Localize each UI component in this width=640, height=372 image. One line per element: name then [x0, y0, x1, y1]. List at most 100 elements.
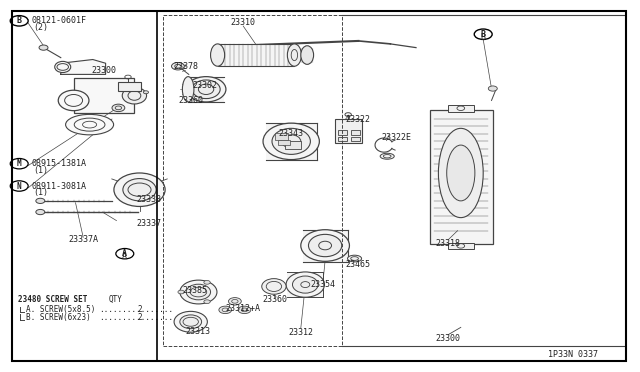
- Text: 23338: 23338: [136, 195, 161, 203]
- Ellipse shape: [263, 123, 319, 160]
- Circle shape: [204, 280, 210, 284]
- Text: 23337: 23337: [136, 219, 161, 228]
- Circle shape: [228, 298, 241, 305]
- Circle shape: [204, 300, 210, 304]
- Circle shape: [36, 209, 45, 215]
- Circle shape: [172, 62, 184, 70]
- Text: 23360: 23360: [262, 295, 288, 304]
- Text: B: B: [481, 33, 486, 42]
- Text: 23312: 23312: [288, 328, 314, 337]
- Bar: [285, 141, 301, 149]
- Text: 23322: 23322: [346, 115, 371, 124]
- Ellipse shape: [308, 234, 342, 257]
- Ellipse shape: [174, 311, 207, 332]
- Bar: [118, 82, 141, 91]
- Text: 23354: 23354: [310, 280, 336, 289]
- Bar: [448, 105, 474, 112]
- Text: (1): (1): [33, 188, 48, 197]
- Ellipse shape: [55, 61, 70, 73]
- Text: 23313: 23313: [186, 327, 211, 336]
- Text: ................: ................: [99, 313, 173, 322]
- Bar: [287, 272, 323, 297]
- Text: (2): (2): [33, 23, 48, 32]
- Circle shape: [36, 198, 45, 203]
- Text: 23385: 23385: [182, 286, 208, 295]
- Bar: [338, 130, 347, 135]
- Bar: [157, 11, 626, 361]
- Polygon shape: [61, 60, 106, 74]
- Ellipse shape: [58, 90, 89, 111]
- Bar: [335, 119, 362, 143]
- Text: 23312+A: 23312+A: [226, 304, 260, 313]
- Ellipse shape: [180, 280, 217, 304]
- Bar: [351, 137, 360, 141]
- Text: 23310: 23310: [230, 18, 256, 27]
- Text: M: M: [17, 159, 22, 168]
- Ellipse shape: [192, 80, 220, 99]
- Text: A. SCREW(5x8.5): A. SCREW(5x8.5): [26, 305, 95, 314]
- Circle shape: [143, 91, 148, 94]
- Text: 08915-1381A: 08915-1381A: [32, 159, 87, 168]
- Circle shape: [39, 45, 48, 50]
- Bar: [338, 137, 347, 141]
- Text: 23378: 23378: [173, 62, 198, 71]
- Ellipse shape: [301, 46, 314, 64]
- Ellipse shape: [287, 44, 301, 66]
- Text: 23343: 23343: [278, 129, 304, 138]
- Circle shape: [178, 290, 184, 294]
- Text: A: A: [122, 249, 127, 258]
- Text: 08911-3081A: 08911-3081A: [32, 182, 87, 190]
- Text: 23360: 23360: [179, 96, 204, 105]
- Text: B. SCREW(6x23): B. SCREW(6x23): [26, 313, 90, 322]
- Text: 23337A: 23337A: [68, 235, 98, 244]
- Ellipse shape: [380, 153, 394, 159]
- Text: 2: 2: [138, 313, 142, 322]
- Ellipse shape: [272, 128, 310, 154]
- Text: 23318: 23318: [435, 239, 461, 248]
- Text: QTY: QTY: [109, 295, 123, 304]
- Bar: [351, 130, 360, 135]
- Circle shape: [238, 306, 251, 314]
- Ellipse shape: [180, 315, 202, 329]
- Text: B: B: [481, 30, 486, 39]
- Ellipse shape: [186, 77, 226, 102]
- Text: 2: 2: [138, 305, 142, 314]
- Bar: [266, 123, 317, 160]
- Text: 1P33N 0337: 1P33N 0337: [548, 350, 598, 359]
- Ellipse shape: [292, 276, 318, 293]
- Bar: [188, 77, 224, 102]
- Circle shape: [219, 306, 232, 314]
- Text: ................: ................: [99, 305, 173, 314]
- Bar: [278, 140, 290, 145]
- Ellipse shape: [447, 145, 475, 201]
- Text: 23300: 23300: [92, 66, 117, 75]
- Ellipse shape: [301, 230, 349, 262]
- Text: 23465: 23465: [346, 260, 371, 269]
- Bar: [275, 133, 288, 140]
- Ellipse shape: [262, 279, 286, 294]
- Text: 23322E: 23322E: [382, 133, 412, 142]
- Ellipse shape: [186, 284, 211, 300]
- Ellipse shape: [211, 44, 225, 66]
- Ellipse shape: [286, 272, 324, 297]
- Ellipse shape: [122, 87, 147, 104]
- Text: 23302: 23302: [192, 81, 218, 90]
- Text: N: N: [17, 182, 22, 190]
- Circle shape: [488, 86, 497, 91]
- Ellipse shape: [66, 115, 114, 135]
- Text: 23480 SCREW SET: 23480 SCREW SET: [18, 295, 87, 304]
- Text: A: A: [122, 252, 127, 261]
- Bar: [430, 110, 493, 244]
- Text: 23300: 23300: [435, 334, 461, 343]
- Text: (1): (1): [33, 166, 48, 174]
- Bar: [448, 243, 474, 249]
- Circle shape: [112, 104, 125, 112]
- Bar: [303, 230, 348, 262]
- Bar: [163, 15, 342, 346]
- Ellipse shape: [114, 173, 165, 206]
- Text: B: B: [17, 16, 22, 25]
- Text: 08121-0601F: 08121-0601F: [32, 16, 87, 25]
- Ellipse shape: [182, 77, 194, 102]
- Ellipse shape: [438, 128, 483, 218]
- Bar: [218, 44, 294, 66]
